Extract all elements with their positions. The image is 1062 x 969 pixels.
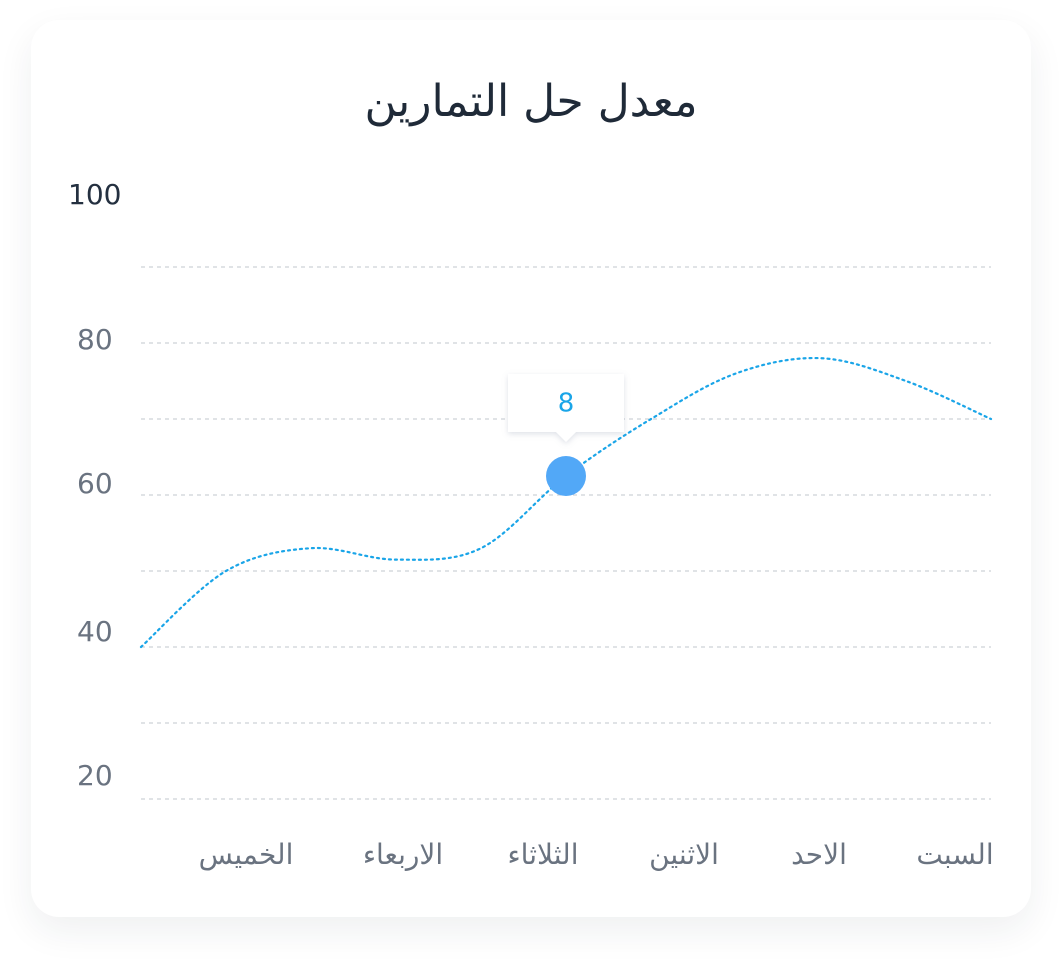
x-tick-label: السبت bbox=[916, 838, 993, 871]
y-tick-label: 80 bbox=[77, 323, 113, 356]
x-tick-label: الخميس bbox=[199, 838, 294, 871]
tooltip-box bbox=[508, 374, 624, 442]
x-axis-ticks: الخميس الاربعاء الثلاثاء الاثنين الاحد السبت bbox=[199, 838, 994, 871]
x-tick-label: الاربعاء bbox=[363, 838, 443, 871]
tooltip-value: 8 bbox=[558, 389, 575, 419]
chart-card bbox=[31, 20, 1031, 917]
grid-lines bbox=[141, 266, 991, 800]
chart-title: معدل حل التمارين bbox=[364, 76, 698, 127]
y-axis-ticks: 100 80 60 40 20 bbox=[68, 178, 121, 792]
y-tick-label: 40 bbox=[77, 615, 113, 648]
x-tick-label: الاثنين bbox=[649, 838, 719, 871]
series-line-group bbox=[139, 356, 993, 649]
tooltip: 8 bbox=[508, 374, 624, 442]
highlight-point[interactable] bbox=[546, 456, 586, 496]
x-tick-label: الاحد bbox=[791, 838, 847, 871]
y-tick-label: 20 bbox=[77, 759, 113, 792]
y-tick-label: 60 bbox=[77, 467, 113, 500]
y-tick-label: 100 bbox=[68, 178, 121, 211]
x-tick-label: الثلاثاء bbox=[508, 838, 579, 871]
